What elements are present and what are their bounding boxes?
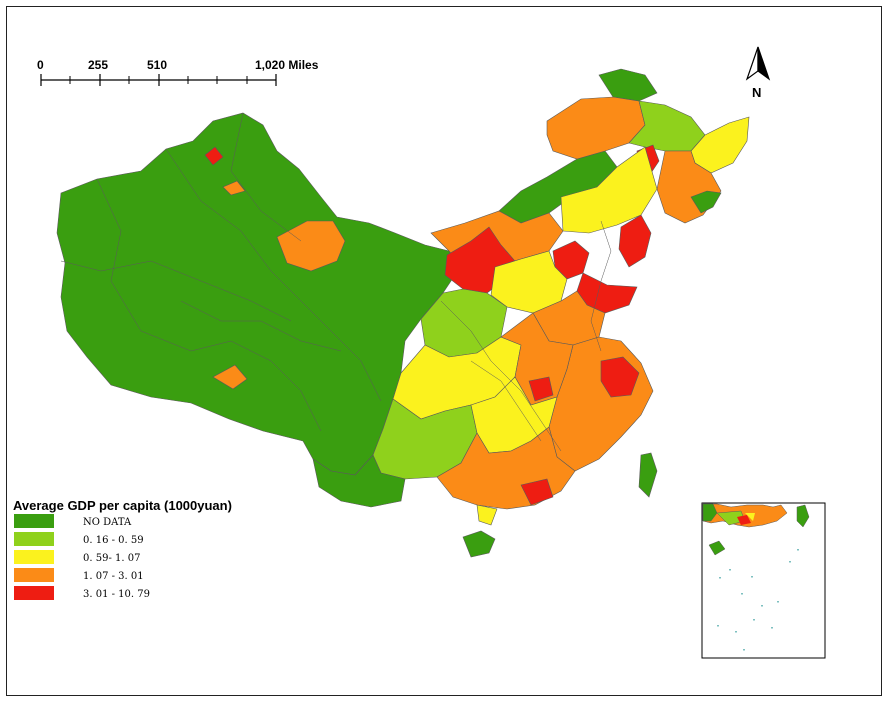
legend-label-class-2: 0. 59- 1. 07 xyxy=(83,553,140,564)
region-red-guangzhou xyxy=(520,478,554,506)
scale-label-255: 255 xyxy=(88,58,108,72)
region-hainan xyxy=(462,530,496,558)
legend-swatch-no-data xyxy=(14,514,54,528)
map-regions xyxy=(56,68,750,558)
legend-swatch-class-2 xyxy=(14,550,54,564)
region-central-yellow xyxy=(490,250,568,314)
north-label: N xyxy=(752,85,761,100)
map-frame: 0 255 510 1,020 Miles N Average GDP per … xyxy=(6,6,882,696)
legend-swatch-class-3 xyxy=(14,568,54,582)
region-xinjiang-orange xyxy=(222,180,246,196)
legend-swatch-class-4 xyxy=(14,586,54,600)
region-northeast-green-2 xyxy=(690,190,722,214)
region-red-wuhan xyxy=(528,376,554,402)
legend-label-class-1: 0. 16 - 0. 59 xyxy=(83,535,144,546)
region-tibet-orange xyxy=(212,364,248,390)
legend-label-no-data: NO DATA xyxy=(83,517,132,528)
region-southwest-green xyxy=(312,454,406,508)
legend: Average GDP per capita (1000yuan) NO DAT… xyxy=(13,498,232,600)
scale-bar: 0 255 510 1,020 Miles xyxy=(37,58,319,86)
region-taiwan xyxy=(638,452,658,498)
scale-label-0: 0 xyxy=(37,58,44,72)
boundary-lines xyxy=(60,112,612,452)
south-china-sea-inset xyxy=(701,502,826,659)
region-northeast-orange xyxy=(546,96,646,160)
scale-label-1020: 1,020 Miles xyxy=(255,58,319,72)
legend-title: Average GDP per capita (1000yuan) xyxy=(13,498,232,513)
region-central-orange xyxy=(500,312,574,406)
region-west-china xyxy=(56,112,460,476)
scale-label-510: 510 xyxy=(147,58,167,72)
legend-label-class-3: 1. 07 - 3. 01 xyxy=(83,571,144,582)
north-arrow-icon: N xyxy=(745,46,771,100)
region-red-shanghai xyxy=(600,356,640,398)
region-north-yellow xyxy=(560,146,658,234)
legend-swatch-class-1 xyxy=(14,532,54,546)
region-northeast-yellow xyxy=(690,116,750,174)
gdp-map: 0 255 510 1,020 Miles N Average GDP per … xyxy=(13,46,826,659)
region-leizhou-yellow xyxy=(476,504,498,526)
region-red-liaoning xyxy=(618,214,652,268)
legend-label-class-4: 3. 01 - 10. 79 xyxy=(83,589,150,600)
region-far-northeast xyxy=(598,68,658,102)
region-xinjiang-red xyxy=(204,146,224,166)
region-qinghai-orange xyxy=(276,220,346,272)
